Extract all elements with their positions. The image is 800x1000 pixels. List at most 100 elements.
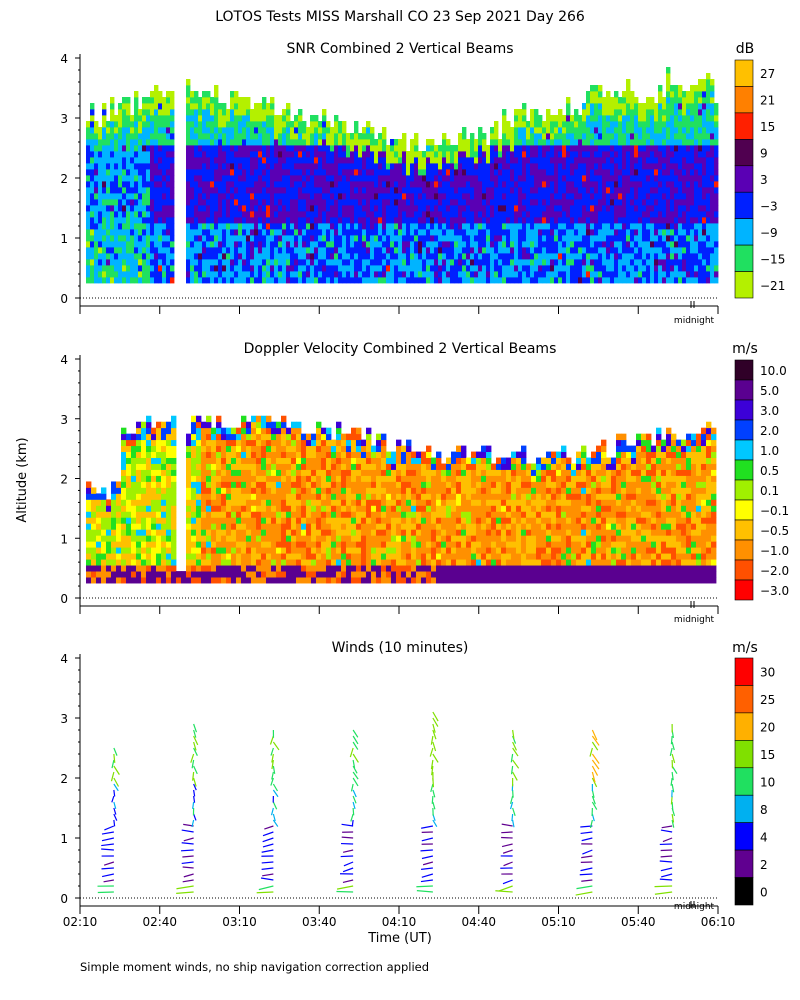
snr-cell: [474, 157, 479, 164]
snr-cell: [714, 163, 719, 170]
snr-cell: [478, 265, 483, 272]
velocity-cell: [171, 469, 177, 476]
snr-cell: [630, 265, 635, 272]
snr-cell: [538, 121, 543, 128]
snr-cell: [166, 235, 171, 242]
snr-cell: [606, 145, 611, 152]
snr-cell: [314, 205, 319, 212]
snr-cell: [666, 223, 671, 230]
velocity-cell: [126, 529, 132, 536]
snr-cell: [630, 181, 635, 188]
snr-cell: [654, 217, 659, 224]
snr-cell: [650, 127, 655, 134]
snr-cell: [618, 115, 623, 122]
snr-cell: [278, 151, 283, 158]
snr-cell: [382, 193, 387, 200]
snr-cell: [306, 175, 311, 182]
snr-cell: [294, 133, 299, 140]
snr-cell: [522, 271, 527, 278]
snr-cell: [390, 163, 395, 170]
snr-cell: [134, 97, 139, 104]
snr-cell: [342, 223, 347, 230]
snr-cell: [546, 163, 551, 170]
snr-cell: [702, 223, 707, 230]
snr-cell: [130, 235, 135, 242]
snr-cell: [294, 247, 299, 254]
snr-cell: [278, 133, 283, 140]
snr-cell: [562, 265, 567, 272]
snr-cell: [170, 223, 175, 230]
velocity-cell: [131, 469, 137, 476]
snr-cell: [318, 271, 323, 278]
snr-cell: [534, 115, 539, 122]
snr-cell: [686, 229, 691, 236]
snr-cell: [210, 229, 215, 236]
snr-cell: [514, 193, 519, 200]
snr-cell: [274, 193, 279, 200]
snr-cell: [622, 169, 627, 176]
snr-cell: [530, 205, 535, 212]
snr-cell: [362, 205, 367, 212]
snr-cell: [314, 133, 319, 140]
snr-cell: [682, 121, 687, 128]
snr-cell: [186, 181, 191, 188]
snr-cell: [246, 115, 251, 122]
snr-cell: [146, 199, 151, 206]
snr-cell: [266, 127, 271, 134]
snr-cell: [250, 175, 255, 182]
snr-cell: [670, 271, 675, 278]
snr-cell: [242, 187, 247, 194]
snr-cell: [326, 133, 331, 140]
snr-cell: [158, 271, 163, 278]
snr-cell: [674, 85, 679, 92]
snr-cell: [602, 277, 607, 284]
snr-cell: [146, 205, 151, 212]
snr-cell: [326, 265, 331, 272]
snr-cell: [518, 133, 523, 140]
snr-cell: [566, 139, 571, 146]
snr-cell: [286, 157, 291, 164]
snr-cell: [574, 181, 579, 188]
snr-cell: [446, 181, 451, 188]
snr-cell: [638, 253, 643, 260]
snr-cell: [506, 139, 511, 146]
snr-cell: [298, 253, 303, 260]
snr-cell: [402, 163, 407, 170]
snr-cell: [386, 229, 391, 236]
snr-cell: [646, 97, 651, 104]
snr-cell: [266, 103, 271, 110]
snr-cell: [710, 271, 715, 278]
snr-cell: [158, 121, 163, 128]
snr-cell: [710, 211, 715, 218]
velocity-cell: [171, 523, 177, 530]
snr-cell: [674, 211, 679, 218]
velocity-cell: [121, 457, 127, 464]
snr-cell: [246, 163, 251, 170]
snr-cell: [386, 259, 391, 266]
snr-cell: [658, 211, 663, 218]
snr-cell: [658, 259, 663, 266]
snr-cell: [690, 85, 695, 92]
snr-cell: [702, 79, 707, 86]
snr-cell: [518, 259, 523, 266]
snr-cell: [266, 223, 271, 230]
snr-cell: [102, 145, 107, 152]
snr-cell: [554, 187, 559, 194]
snr-cell: [482, 247, 487, 254]
snr-cell: [554, 193, 559, 200]
snr-cell: [242, 199, 247, 206]
snr-cell: [286, 163, 291, 170]
snr-cell: [142, 253, 147, 260]
snr-cell: [470, 253, 475, 260]
snr-cell: [534, 277, 539, 284]
snr-cell: [206, 253, 211, 260]
snr-cell: [702, 103, 707, 110]
snr-cell: [358, 247, 363, 254]
snr-cell: [330, 211, 335, 218]
velocity-cell: [161, 517, 167, 524]
snr-cell: [282, 205, 287, 212]
snr-cell: [650, 181, 655, 188]
snr-cell: [590, 223, 595, 230]
snr-cell: [558, 109, 563, 116]
velocity-cell: [121, 571, 127, 578]
